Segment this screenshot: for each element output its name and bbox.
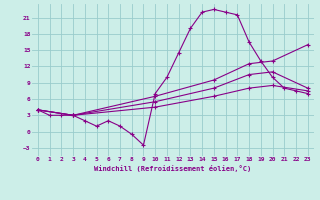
X-axis label: Windchill (Refroidissement éolien,°C): Windchill (Refroidissement éolien,°C) (94, 165, 252, 172)
